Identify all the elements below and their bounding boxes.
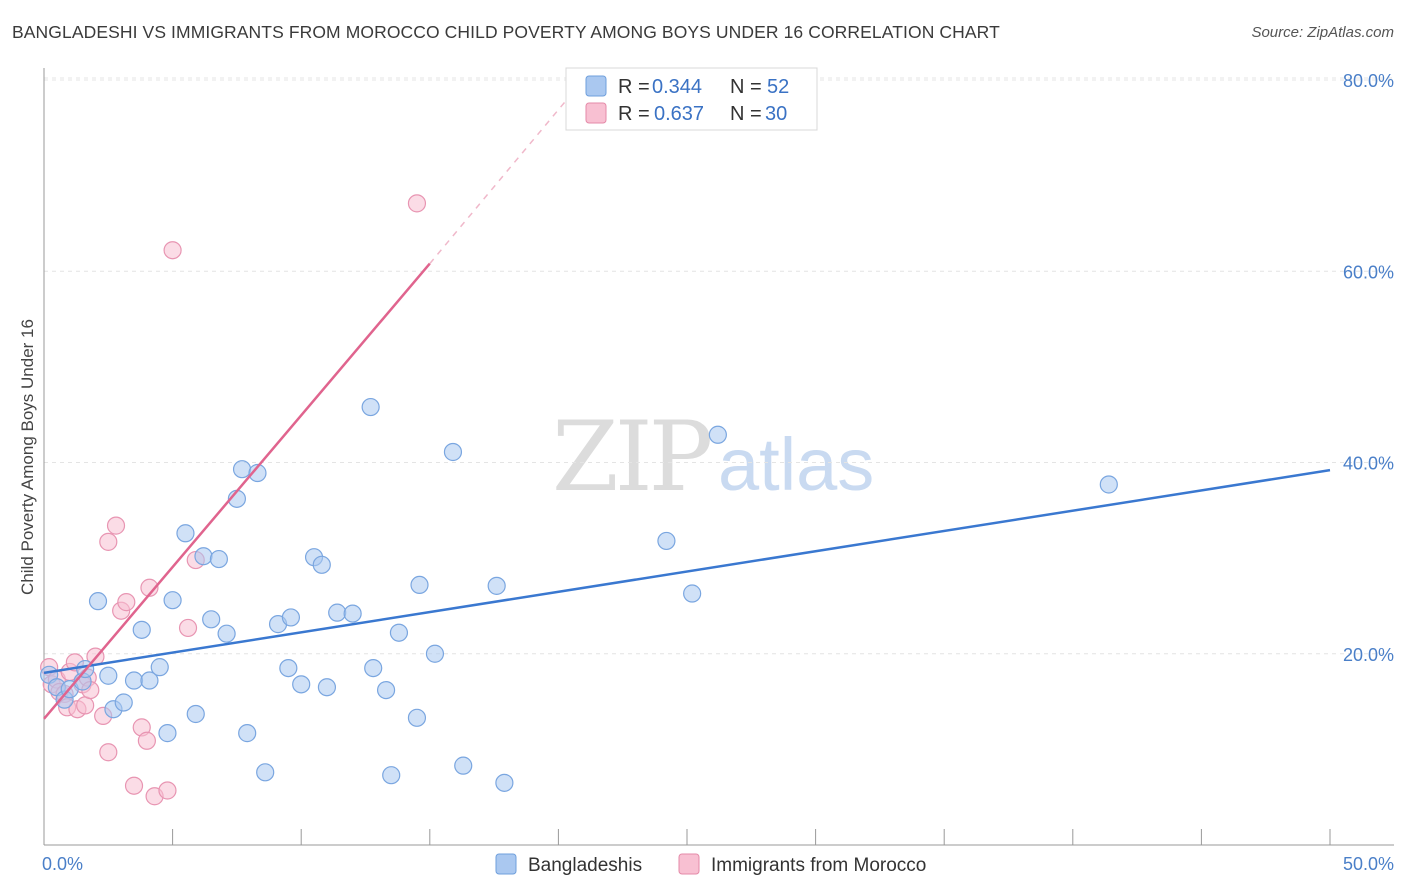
data-point (178, 618, 198, 638)
trend-lines (43, 93, 1331, 720)
stats-legend-r-value-blue: 0.344 (652, 76, 702, 98)
data-point (683, 584, 702, 603)
data-point (425, 644, 445, 663)
data-point (209, 549, 228, 569)
data-point (202, 610, 221, 629)
watermark: ZIP atlas (552, 401, 874, 513)
data-point (361, 397, 380, 417)
data-point (281, 608, 301, 627)
data-point (256, 763, 275, 782)
y-tick-label: 40.0% (1343, 454, 1394, 474)
data-point (150, 658, 169, 677)
axes (43, 68, 1394, 846)
stats-legend-n-label-blue: N = (730, 76, 762, 98)
legend-swatch-morocco (678, 853, 700, 875)
stats-legend: R = 0.344 N = 52 R = 0.637 N = 30 (565, 67, 818, 131)
series-bangladeshi-points (40, 397, 1118, 792)
stats-legend-r-label-blue: R = (618, 76, 650, 98)
data-point (124, 671, 144, 690)
data-point (186, 704, 205, 724)
data-point (343, 604, 362, 623)
series-legend: Bangladeshis Immigrants from Morocco (495, 853, 926, 876)
y-axis-label: Child Poverty Among Boys Under 16 (18, 319, 37, 595)
data-point (132, 620, 151, 639)
trend-line-morocco-extension (429, 93, 572, 265)
data-point (708, 425, 727, 444)
data-point (99, 743, 118, 762)
data-point (88, 592, 108, 611)
data-point (292, 675, 311, 694)
data-point (158, 724, 177, 743)
x-tick-label-max: 50.0% (1343, 854, 1394, 874)
data-point (106, 516, 126, 535)
data-point (238, 724, 257, 743)
data-point (163, 591, 182, 610)
data-point (140, 671, 159, 690)
data-point (389, 623, 409, 642)
legend-swatch-bangladeshis (495, 853, 517, 875)
data-point (194, 547, 213, 566)
data-point (328, 603, 347, 622)
legend-label-morocco: Immigrants from Morocco (711, 855, 926, 876)
trend-line-morocco (43, 262, 431, 720)
data-point (487, 576, 506, 595)
data-point (232, 460, 252, 479)
chart-title: BANGLADESHI VS IMMIGRANTS FROM MOROCCO C… (12, 22, 1000, 42)
stats-legend-n-value-pink: 30 (765, 103, 787, 125)
data-point (376, 680, 396, 700)
trend-line-bangladeshi (43, 468, 1331, 675)
data-point (99, 532, 118, 551)
data-point (495, 773, 514, 792)
y-tick-label: 20.0% (1343, 645, 1394, 665)
stats-legend-r-value-pink: 0.637 (654, 103, 704, 125)
x-tick-label-min: 0.0% (42, 854, 83, 874)
data-point (176, 524, 195, 543)
data-point (248, 463, 267, 483)
data-point (137, 731, 156, 750)
data-point (279, 658, 298, 678)
stats-legend-box (565, 67, 818, 131)
data-point (364, 658, 383, 678)
stats-legend-swatch-blue (585, 75, 607, 97)
data-point (382, 766, 401, 785)
stats-legend-n-value-blue: 52 (767, 76, 789, 98)
data-point (407, 708, 427, 727)
data-point (217, 624, 236, 643)
data-point (117, 593, 136, 612)
data-point (407, 194, 427, 213)
data-point (163, 241, 182, 260)
y-tick-label: 60.0% (1343, 262, 1394, 282)
legend-label-bangladeshis: Bangladeshis (528, 855, 642, 876)
data-point (158, 781, 177, 800)
stats-legend-n-label-pink: N = (730, 103, 762, 125)
data-point (443, 442, 463, 462)
data-point (657, 531, 676, 551)
chart-source: Source: ZipAtlas.com (1251, 24, 1394, 41)
data-point (1099, 475, 1118, 494)
data-point (312, 555, 331, 574)
watermark-atlas: atlas (718, 423, 874, 506)
data-point (124, 776, 144, 795)
stats-legend-swatch-pink (585, 102, 607, 124)
data-point (410, 575, 429, 595)
y-tick-label: 80.0% (1343, 71, 1394, 91)
data-point (317, 678, 337, 697)
watermark-zip: ZIP (552, 401, 711, 513)
stats-legend-r-label-pink: R = (618, 103, 650, 125)
y-tick-labels: 20.0% 40.0% 60.0% 80.0% (1343, 71, 1394, 665)
data-point (99, 666, 118, 685)
data-point (454, 756, 473, 775)
data-point (114, 693, 133, 712)
data-point (76, 696, 95, 715)
x-ticks (172, 829, 1331, 845)
